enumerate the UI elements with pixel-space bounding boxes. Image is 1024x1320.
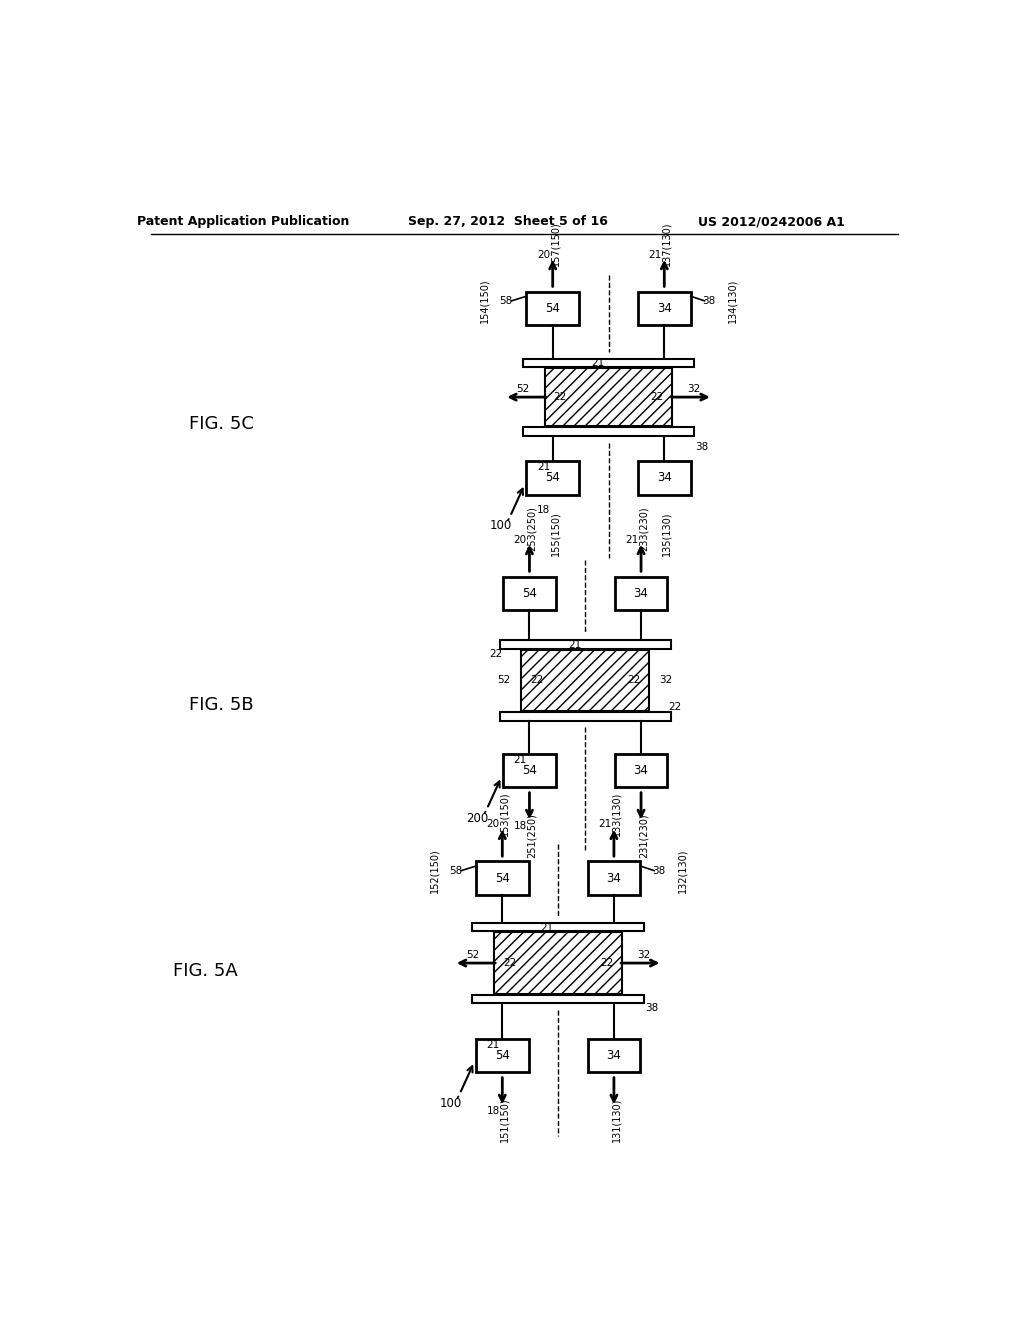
Bar — [523, 359, 694, 367]
Text: 21: 21 — [648, 249, 662, 260]
Bar — [614, 577, 668, 610]
Text: 18: 18 — [513, 821, 526, 832]
Bar — [476, 862, 528, 895]
Bar — [526, 461, 579, 495]
Text: 52: 52 — [516, 384, 529, 395]
Text: FIG. 5A: FIG. 5A — [173, 962, 238, 979]
Text: 34: 34 — [606, 1049, 622, 1063]
Text: 137(130): 137(130) — [662, 222, 672, 267]
Text: 32: 32 — [687, 384, 700, 395]
Bar — [545, 368, 673, 426]
Bar — [495, 932, 622, 994]
Text: 153(150): 153(150) — [500, 792, 510, 836]
Text: FIG. 5B: FIG. 5B — [188, 696, 253, 714]
Text: 157(150): 157(150) — [550, 222, 560, 267]
Text: 54: 54 — [545, 302, 560, 315]
Text: 18: 18 — [537, 506, 550, 515]
Text: 231(230): 231(230) — [638, 813, 648, 858]
Text: 52: 52 — [466, 950, 479, 961]
Bar — [476, 1039, 528, 1072]
Text: 34: 34 — [656, 471, 672, 484]
Text: 155(150): 155(150) — [550, 511, 560, 556]
Text: 22: 22 — [600, 958, 613, 968]
Text: 18: 18 — [486, 1106, 500, 1115]
Text: 21: 21 — [537, 462, 550, 473]
Text: Patent Application Publication: Patent Application Publication — [136, 215, 349, 228]
Text: 131(130): 131(130) — [611, 1098, 622, 1142]
Bar — [523, 428, 694, 436]
Text: 58: 58 — [500, 296, 513, 306]
Text: 32: 32 — [659, 676, 673, 685]
Bar — [500, 711, 671, 721]
Text: 154(150): 154(150) — [479, 279, 489, 323]
Text: Sep. 27, 2012  Sheet 5 of 16: Sep. 27, 2012 Sheet 5 of 16 — [408, 215, 607, 228]
Text: 54: 54 — [522, 587, 537, 601]
Text: 100: 100 — [439, 1097, 462, 1110]
Text: 54: 54 — [495, 1049, 510, 1063]
Bar — [503, 577, 556, 610]
Text: 34: 34 — [656, 302, 672, 315]
Text: 134(130): 134(130) — [727, 279, 737, 323]
Text: 133(130): 133(130) — [611, 792, 622, 836]
Bar — [500, 640, 671, 649]
Text: 152(150): 152(150) — [429, 849, 439, 894]
Text: 22: 22 — [627, 676, 640, 685]
Text: 20: 20 — [486, 820, 500, 829]
Text: 34: 34 — [634, 764, 648, 777]
Text: 22: 22 — [668, 702, 681, 713]
Text: 54: 54 — [545, 471, 560, 484]
Text: 233(230): 233(230) — [638, 507, 648, 550]
Bar — [588, 1039, 640, 1072]
Bar — [472, 923, 644, 932]
Text: 38: 38 — [702, 296, 716, 306]
Bar — [638, 292, 690, 326]
Text: 21: 21 — [567, 640, 581, 649]
Text: 135(130): 135(130) — [662, 511, 672, 556]
Text: 58: 58 — [450, 866, 463, 875]
Text: 21: 21 — [625, 535, 638, 545]
Bar — [503, 754, 556, 788]
Text: 54: 54 — [495, 871, 510, 884]
Text: 22: 22 — [530, 676, 544, 685]
Text: 22: 22 — [650, 392, 664, 403]
Text: 34: 34 — [606, 871, 622, 884]
Text: 253(250): 253(250) — [526, 507, 537, 552]
Text: 100: 100 — [489, 519, 512, 532]
Text: 22: 22 — [489, 648, 503, 659]
Bar — [638, 461, 690, 495]
Text: 200: 200 — [466, 812, 488, 825]
Text: 22: 22 — [553, 392, 566, 403]
Text: 21: 21 — [513, 755, 526, 764]
Text: 132(130): 132(130) — [677, 849, 687, 892]
Bar — [472, 995, 644, 1003]
Text: 21: 21 — [598, 820, 611, 829]
Text: FIG. 5C: FIG. 5C — [188, 414, 253, 433]
Text: 38: 38 — [695, 442, 709, 453]
Text: 22: 22 — [503, 958, 516, 968]
Text: 20: 20 — [514, 535, 526, 545]
Bar — [614, 754, 668, 788]
Text: 54: 54 — [522, 764, 537, 777]
Text: 251(250): 251(250) — [526, 813, 537, 858]
Bar — [526, 292, 579, 326]
Text: US 2012/0242006 A1: US 2012/0242006 A1 — [697, 215, 845, 228]
Text: 32: 32 — [637, 950, 650, 961]
Text: 34: 34 — [634, 587, 648, 601]
Text: 21: 21 — [541, 923, 554, 933]
Text: 38: 38 — [652, 866, 666, 875]
Bar — [521, 649, 649, 711]
Text: 52: 52 — [498, 676, 511, 685]
Text: 151(150): 151(150) — [500, 1098, 510, 1142]
Text: 20: 20 — [537, 249, 550, 260]
Text: 21: 21 — [486, 1040, 500, 1049]
Text: 38: 38 — [645, 1003, 658, 1014]
Text: 21: 21 — [591, 358, 604, 368]
Bar — [588, 862, 640, 895]
